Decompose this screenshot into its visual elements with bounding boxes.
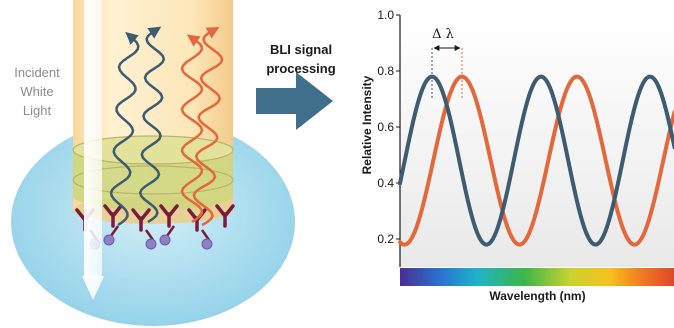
reflected-wave-blue [109, 31, 140, 227]
y-tick-label: 0.2 [377, 232, 394, 246]
series-lines [398, 74, 674, 247]
processing-arrow [256, 72, 333, 130]
antibody-icon [103, 204, 123, 237]
incident-light-beam [82, 0, 104, 300]
y-ticks [396, 14, 400, 240]
delta-lambda-label: Δ λ [432, 27, 454, 42]
antibody-icon [159, 204, 179, 237]
antibody-icon [131, 208, 155, 241]
analyte-bead-icon [145, 238, 157, 250]
analyte-bead-icon [159, 234, 171, 246]
incident-light-label: Incident White Light [14, 65, 60, 118]
intensity-chart [396, 14, 674, 286]
reflected-wave-orange [192, 26, 224, 227]
y-tick-label: 0.4 [377, 176, 394, 190]
plot-area [400, 15, 674, 267]
reflected-light-waves [109, 26, 224, 227]
reflected-wave-orange [180, 34, 204, 224]
antibody-icon [215, 204, 235, 228]
bli-signal-processing-label: BLI signal processing [266, 42, 336, 76]
series-line-blue [398, 74, 674, 247]
x-axis-label: Wavelength (nm) [489, 289, 586, 303]
analyte-bead-icon [201, 238, 213, 250]
analyte-bead-icon [103, 234, 115, 246]
y-tick-label: 0.6 [377, 120, 394, 134]
reflected-wave-blue [138, 26, 166, 224]
spectrum-bar [400, 268, 674, 286]
biosensor-illustration [11, 0, 295, 326]
y-tick-label: 1.0 [377, 8, 394, 22]
delta-lambda-annotation [431, 45, 463, 98]
y-tick-label: 0.8 [377, 64, 394, 78]
